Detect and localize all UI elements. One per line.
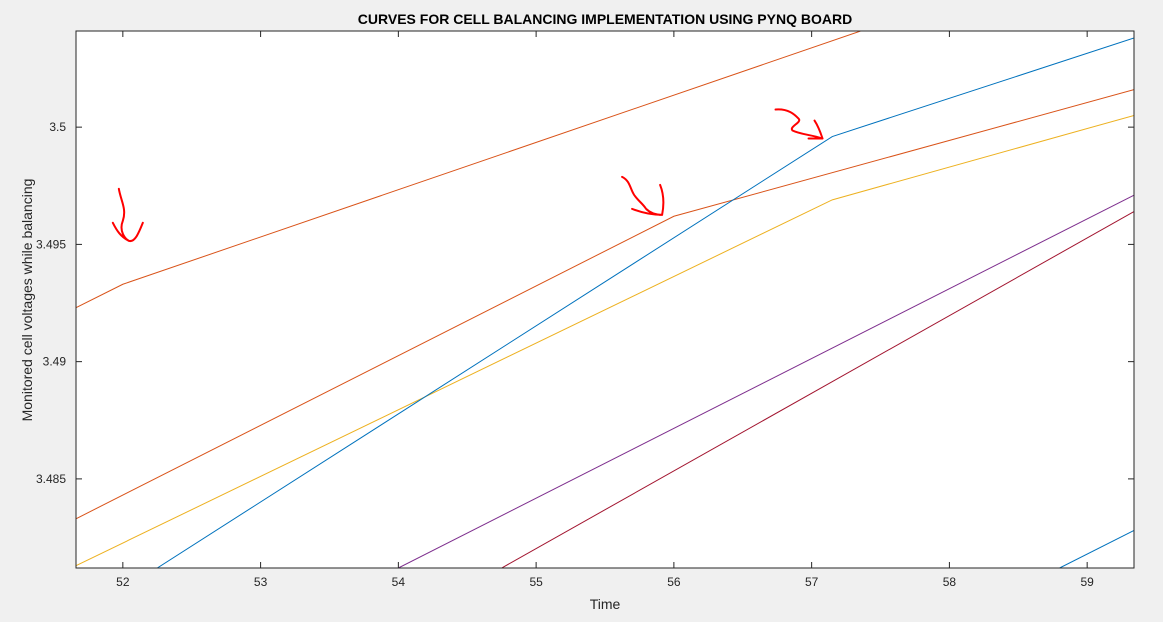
x-tick-label: 52 xyxy=(116,575,130,589)
annotation-arrow-3 xyxy=(774,108,824,140)
x-axis-label: Time xyxy=(590,596,621,612)
y-tick-label: 3.49 xyxy=(43,355,67,369)
series-line-6 xyxy=(501,211,1134,568)
annotation-layer xyxy=(111,108,824,243)
y-axis-label: Monitored cell voltages while balancing xyxy=(19,179,35,422)
axes: 52 53 54 55 56 57 58 59 3.485 3.49 3.495 3.5 xyxy=(36,30,1135,589)
x-tick-label: 57 xyxy=(805,575,819,589)
axes-frame xyxy=(75,30,1135,569)
y-axis: 3.485 3.49 3.495 3.5 xyxy=(36,120,1134,486)
x-tick-label: 53 xyxy=(254,575,268,589)
plot-area xyxy=(76,31,1134,568)
x-axis: 52 53 54 55 56 57 58 59 xyxy=(116,31,1094,589)
series-line-7 xyxy=(1059,530,1134,568)
annotation-arrow-1 xyxy=(111,187,144,243)
x-tick-label: 55 xyxy=(529,575,543,589)
series-line-5 xyxy=(398,194,1134,568)
series-line-3 xyxy=(76,114,1134,567)
chart-title: CURVES FOR CELL BALANCING IMPLEMENTATION… xyxy=(358,11,852,27)
y-tick-label: 3.485 xyxy=(36,472,66,486)
x-tick-label: 54 xyxy=(392,575,406,589)
x-tick-label: 58 xyxy=(943,575,957,589)
series-line-1 xyxy=(76,31,863,309)
annotation-arrow-2 xyxy=(621,175,665,216)
series-layer xyxy=(76,31,1134,568)
series-line-4 xyxy=(157,37,1134,568)
series-line-2 xyxy=(76,89,1134,520)
x-tick-label: 59 xyxy=(1080,575,1094,589)
y-tick-label: 3.5 xyxy=(49,120,66,134)
y-tick-label: 3.495 xyxy=(36,237,66,251)
x-tick-label: 56 xyxy=(667,575,681,589)
